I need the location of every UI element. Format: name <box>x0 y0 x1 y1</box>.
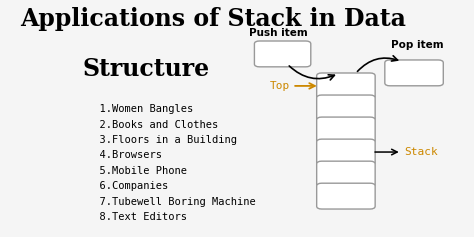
FancyBboxPatch shape <box>317 73 375 99</box>
Text: Applications of Stack in Data: Applications of Stack in Data <box>20 7 406 31</box>
Text: 8.Text Editors: 8.Text Editors <box>87 212 187 222</box>
Text: 5.Mobile Phone: 5.Mobile Phone <box>87 166 187 176</box>
FancyBboxPatch shape <box>317 161 375 187</box>
FancyBboxPatch shape <box>317 95 375 121</box>
Text: 6.Companies: 6.Companies <box>87 181 168 191</box>
FancyBboxPatch shape <box>317 117 375 143</box>
FancyBboxPatch shape <box>317 183 375 209</box>
Text: 3.Floors in a Building: 3.Floors in a Building <box>87 135 237 145</box>
Text: 2.Books and Clothes: 2.Books and Clothes <box>87 120 218 130</box>
Text: 7.Tubewell Boring Machine: 7.Tubewell Boring Machine <box>87 197 256 207</box>
Text: 1.Women Bangles: 1.Women Bangles <box>87 104 193 114</box>
FancyBboxPatch shape <box>317 139 375 165</box>
FancyBboxPatch shape <box>385 60 443 86</box>
Text: Pop item: Pop item <box>391 40 444 50</box>
FancyBboxPatch shape <box>255 41 311 67</box>
Text: 4.Browsers: 4.Browsers <box>87 150 162 160</box>
Text: Structure: Structure <box>82 57 210 81</box>
Text: Push item: Push item <box>249 28 308 38</box>
Text: Top: Top <box>270 81 290 91</box>
Text: Stack: Stack <box>404 147 438 157</box>
